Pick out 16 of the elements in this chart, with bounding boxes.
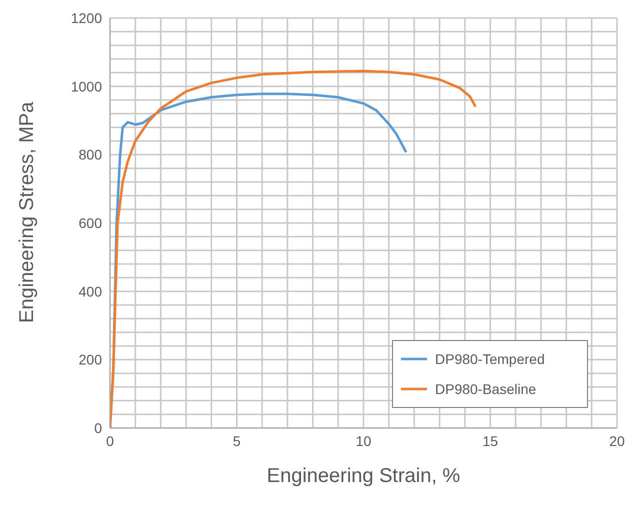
y-tick-label: 1200 (70, 10, 102, 26)
x-axis-title: Engineering Strain, % (266, 465, 460, 487)
y-tick-label: 600 (78, 214, 102, 231)
x-tick-label: 0 (106, 432, 114, 449)
x-tick-label: 20 (609, 432, 625, 449)
y-tick-label: 1000 (70, 78, 102, 94)
x-tick-label: 15 (482, 432, 498, 449)
y-tick-label: 200 (78, 352, 102, 368)
y-tick-label: 0 (94, 420, 102, 436)
legend-label: DP980-Tempered (435, 351, 545, 367)
x-tick-label: 5 (232, 432, 241, 449)
y-tick-label: 800 (78, 146, 102, 163)
legend-label: DP980-Baseline (435, 381, 536, 397)
y-tick-label: 400 (78, 283, 102, 300)
y-axis-title: Engineering Stress, MPa (16, 100, 38, 323)
x-tick-label: 10 (356, 432, 372, 449)
